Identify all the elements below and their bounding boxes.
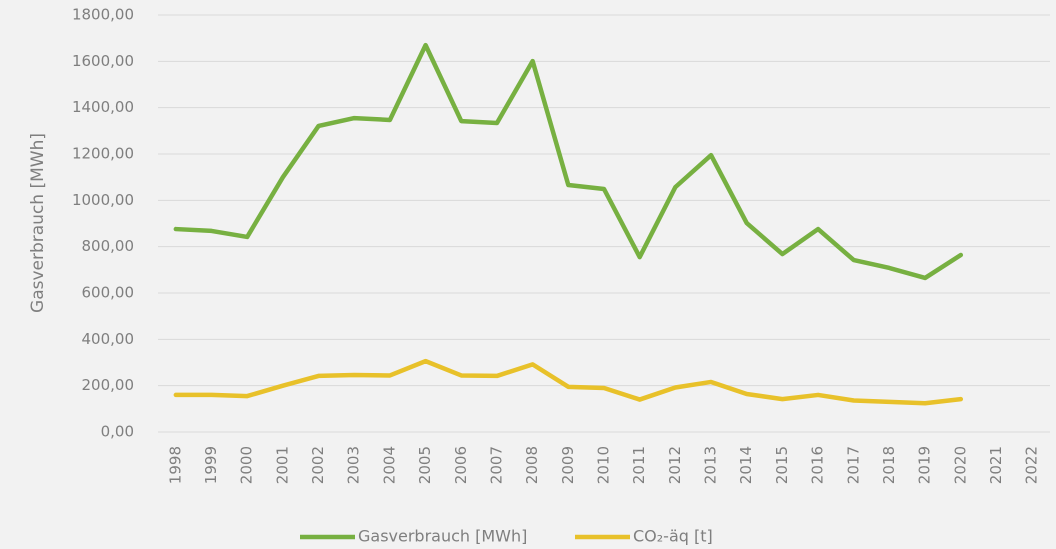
x-tick-label: 2000 — [238, 446, 256, 484]
x-tick-label: 2005 — [416, 446, 434, 484]
y-tick-label: 1800,00 — [72, 6, 134, 24]
y-tick-label: 800,00 — [82, 237, 135, 255]
x-tick-label: 2003 — [345, 446, 363, 484]
x-tick-label: 2016 — [809, 446, 827, 484]
x-tick-label: 2019 — [916, 446, 934, 484]
y-tick-label: 1200,00 — [72, 145, 134, 163]
y-tick-label: 400,00 — [82, 330, 135, 348]
x-tick-label: 2015 — [773, 446, 791, 484]
x-tick-label: 2009 — [559, 446, 577, 484]
x-tick-label: 2008 — [523, 446, 541, 484]
series-line — [173, 42, 964, 281]
x-tick-label: 2022 — [1023, 446, 1041, 484]
x-tick-label: 2001 — [273, 446, 291, 484]
y-tick-label: 600,00 — [82, 284, 135, 302]
x-tick-label: 2014 — [737, 446, 755, 484]
x-tick-label: 2013 — [702, 446, 720, 484]
x-tick-label: 2006 — [452, 446, 470, 484]
x-tick-label: 1999 — [202, 446, 220, 484]
x-tick-label: 2018 — [880, 446, 898, 484]
x-tick-label: 2007 — [487, 446, 505, 484]
y-tick-label: 1000,00 — [72, 191, 134, 209]
x-tick-label: 1998 — [166, 446, 184, 484]
x-tick-label: 2012 — [666, 446, 684, 484]
legend-label: CO₂-äq [t] — [633, 527, 713, 546]
x-tick-label: 2021 — [987, 446, 1005, 484]
x-tick-label: 2020 — [951, 446, 969, 484]
y-tick-label: 0,00 — [101, 423, 134, 441]
y-tick-label: 1400,00 — [72, 98, 134, 116]
x-tick-label: 2004 — [380, 446, 398, 484]
x-tick-label: 2010 — [595, 446, 613, 484]
series-line — [173, 358, 964, 406]
legend-label: Gasverbrauch [MWh] — [358, 527, 527, 546]
x-tick-label: 2002 — [309, 446, 327, 484]
y-tick-label: 200,00 — [82, 376, 135, 394]
y-tick-label: 1600,00 — [72, 52, 134, 70]
y-axis-label: Gasverbrauch [MWh] — [28, 133, 48, 313]
x-tick-label: 2011 — [630, 446, 648, 484]
x-tick-label: 2017 — [844, 446, 862, 484]
